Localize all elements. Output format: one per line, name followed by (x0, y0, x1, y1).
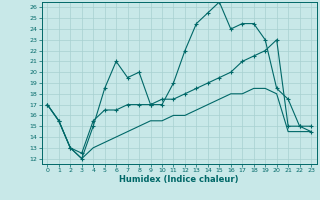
X-axis label: Humidex (Indice chaleur): Humidex (Indice chaleur) (119, 175, 239, 184)
